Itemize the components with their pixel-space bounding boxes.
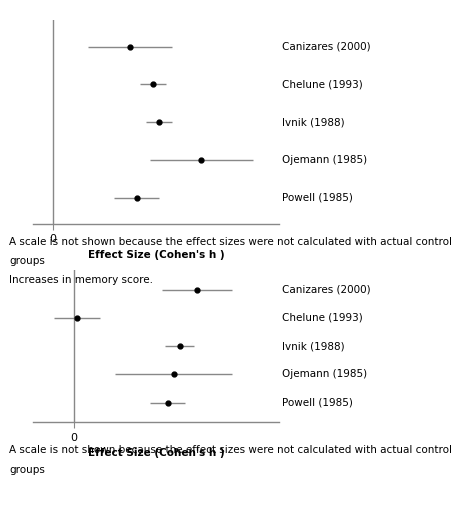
Text: groups: groups [9, 256, 45, 266]
Text: Increases in memory score.: Increases in memory score. [9, 275, 153, 286]
Text: Ojemann (1985): Ojemann (1985) [282, 155, 368, 165]
Text: Chelune (1993): Chelune (1993) [282, 79, 363, 90]
Text: Canizares (2000): Canizares (2000) [282, 285, 371, 295]
X-axis label: Effect Size (Cohen's h ): Effect Size (Cohen's h ) [88, 448, 224, 459]
X-axis label: Effect Size (Cohen's h ): Effect Size (Cohen's h ) [88, 250, 224, 260]
Text: Canizares (2000): Canizares (2000) [282, 42, 371, 52]
Text: Ivnik (1988): Ivnik (1988) [282, 117, 345, 127]
Text: A scale is not shown because the effect sizes were not calculated with actual co: A scale is not shown because the effect … [9, 445, 453, 456]
Text: Ojemann (1985): Ojemann (1985) [282, 370, 367, 379]
Text: Ivnik (1988): Ivnik (1988) [282, 341, 345, 351]
Text: Chelune (1993): Chelune (1993) [282, 313, 363, 323]
Text: Powell (1985): Powell (1985) [282, 398, 353, 408]
Text: groups: groups [9, 465, 45, 475]
Text: A scale is not shown because the effect sizes were not calculated with actual co: A scale is not shown because the effect … [9, 237, 453, 247]
Text: Powell (1985): Powell (1985) [282, 192, 353, 203]
